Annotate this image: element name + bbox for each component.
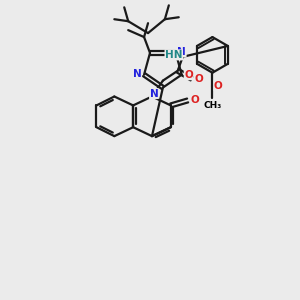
Text: N: N xyxy=(177,47,186,57)
Text: CH₃: CH₃ xyxy=(203,101,221,110)
Text: O: O xyxy=(190,95,199,106)
Text: N: N xyxy=(133,69,142,79)
Text: O: O xyxy=(214,81,223,91)
Text: N: N xyxy=(150,88,158,98)
Text: O: O xyxy=(184,70,193,80)
Text: HN: HN xyxy=(165,50,182,60)
Text: O: O xyxy=(194,74,203,84)
